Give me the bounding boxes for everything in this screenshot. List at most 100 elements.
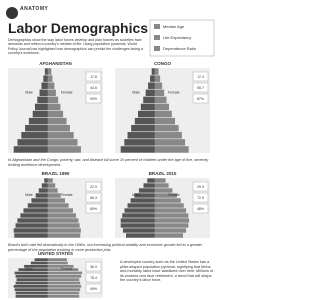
female-bar [47, 188, 58, 193]
female-bar [154, 89, 165, 97]
stat-box [192, 203, 209, 214]
female-bar [47, 110, 64, 118]
female-bar [47, 288, 81, 292]
male-bar [31, 198, 48, 203]
legend-icon [154, 35, 160, 40]
male-bar [13, 146, 48, 153]
legend-label: Life Expectancy [163, 35, 192, 40]
stat-box [192, 82, 209, 93]
female-bar [154, 223, 189, 228]
male-bar [21, 132, 48, 139]
male-bar [17, 218, 48, 223]
male-bar [18, 268, 48, 272]
female-bar [47, 271, 83, 275]
male-bar [120, 223, 155, 228]
female-bar [47, 218, 79, 223]
male-bar [30, 261, 48, 265]
legend-icon [154, 24, 160, 29]
male-bar [145, 89, 155, 97]
female-bar [47, 82, 55, 89]
female-bar [47, 261, 68, 265]
male-bar [127, 132, 155, 139]
female-bar [47, 291, 80, 295]
male-bar [15, 274, 48, 278]
stat-value: 87% [197, 97, 204, 101]
female-bar [154, 183, 169, 188]
male-bar [27, 203, 48, 208]
intro: Demographics show the way labor forces d… [8, 38, 144, 56]
female-bar [154, 203, 184, 208]
male-label: Male [132, 91, 140, 95]
caption: In Afghanistan and the Congo, poverty, w… [8, 158, 209, 167]
male-bar [127, 203, 155, 208]
female-bar [47, 193, 61, 198]
male-bar [25, 124, 48, 132]
kicker: ANATOMY [20, 6, 49, 12]
female-bar [47, 68, 52, 75]
male-bar [138, 188, 155, 193]
male-bar [151, 68, 155, 75]
stat-value: 65% [90, 207, 97, 211]
stat-value: 55.7 [197, 86, 204, 90]
female-bar [154, 82, 163, 89]
stat-value: 17.6 [90, 75, 97, 79]
male-bar [15, 223, 48, 228]
male-bar [14, 233, 48, 238]
legend-box [149, 19, 215, 57]
stat-value: 44.6 [90, 86, 97, 90]
male-bar [143, 183, 155, 188]
female-bar [154, 96, 167, 104]
male-bar [124, 139, 155, 146]
female-bar [154, 117, 176, 125]
female-bar [154, 132, 182, 139]
stat-value: 29.3 [197, 185, 204, 189]
pyramid-title: UNITED STATES [38, 251, 73, 256]
male-bar [14, 271, 48, 275]
male-bar [134, 117, 155, 125]
male-bar [24, 264, 48, 268]
female-bar [154, 218, 190, 223]
female-bar [47, 281, 81, 285]
female-bar [154, 233, 184, 238]
page: AFGHANISTAN Male Female 17.6 44.6 93% CONGO Mal… [6, 6, 215, 298]
female-bar [47, 294, 80, 298]
male-bar [28, 117, 48, 125]
female-bar [154, 110, 172, 118]
female-bar [154, 75, 161, 82]
female-bar [47, 124, 70, 132]
title: Labor Demographics [8, 20, 149, 36]
male-label: Male [25, 91, 33, 95]
pyramid-bg [8, 68, 103, 153]
male-bar [20, 213, 48, 218]
male-bar [37, 96, 48, 104]
female-bar [47, 178, 53, 183]
stat-box [85, 272, 102, 283]
female-bar [47, 268, 79, 272]
female-bar [47, 284, 82, 288]
male-bar [138, 110, 155, 118]
caption: A developed country such as the United S… [120, 260, 214, 283]
female-bar [47, 223, 80, 228]
male-bar [23, 208, 48, 213]
female-bar [154, 213, 189, 218]
female-label: Female [61, 91, 73, 95]
male-bar [32, 110, 48, 118]
female-bar [47, 213, 76, 218]
female-bar [47, 117, 67, 125]
stat-box [192, 181, 209, 192]
globe-icon [6, 7, 18, 19]
female-bar [47, 264, 74, 268]
male-label: Male [25, 193, 33, 197]
female-label: Female [168, 91, 180, 95]
female-bar [154, 124, 179, 132]
male-bar [120, 218, 155, 223]
male-label: Male [132, 193, 140, 197]
female-bar [47, 96, 59, 104]
legend-label: Median Age [163, 24, 185, 29]
male-label: Male [25, 267, 33, 271]
female-bar [47, 103, 61, 111]
legend-icon [154, 46, 160, 51]
male-bar [44, 178, 48, 183]
stat-box [85, 203, 102, 214]
male-bar [147, 178, 155, 183]
